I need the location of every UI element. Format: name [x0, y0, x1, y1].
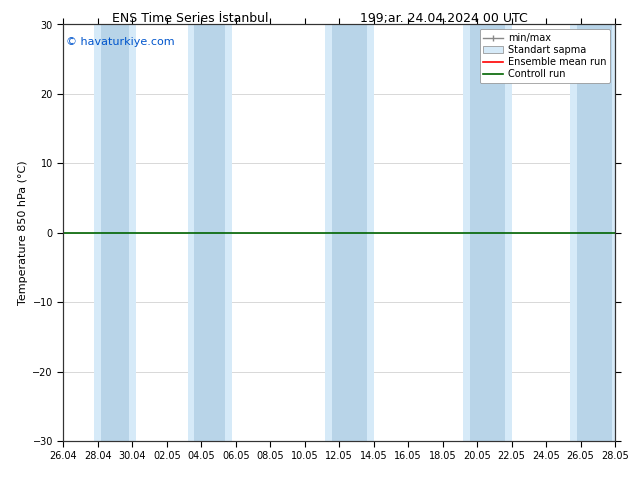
- Bar: [463, 24, 512, 441]
- Y-axis label: Temperature 850 hPa (°C): Temperature 850 hPa (°C): [18, 160, 29, 305]
- Bar: [570, 24, 618, 441]
- Bar: [577, 24, 612, 441]
- Bar: [325, 24, 373, 441]
- Text: © havaturkiye.com: © havaturkiye.com: [66, 37, 175, 47]
- Legend: min/max, Standart sapma, Ensemble mean run, Controll run: min/max, Standart sapma, Ensemble mean r…: [479, 29, 610, 83]
- Text: ENS Time Series İstanbul: ENS Time Series İstanbul: [112, 12, 268, 25]
- Bar: [470, 24, 505, 441]
- Text: 199;ar. 24.04.2024 00 UTC: 199;ar. 24.04.2024 00 UTC: [360, 12, 527, 25]
- Bar: [188, 24, 232, 441]
- Bar: [101, 24, 129, 441]
- Bar: [94, 24, 136, 441]
- Bar: [195, 24, 226, 441]
- Bar: [332, 24, 367, 441]
